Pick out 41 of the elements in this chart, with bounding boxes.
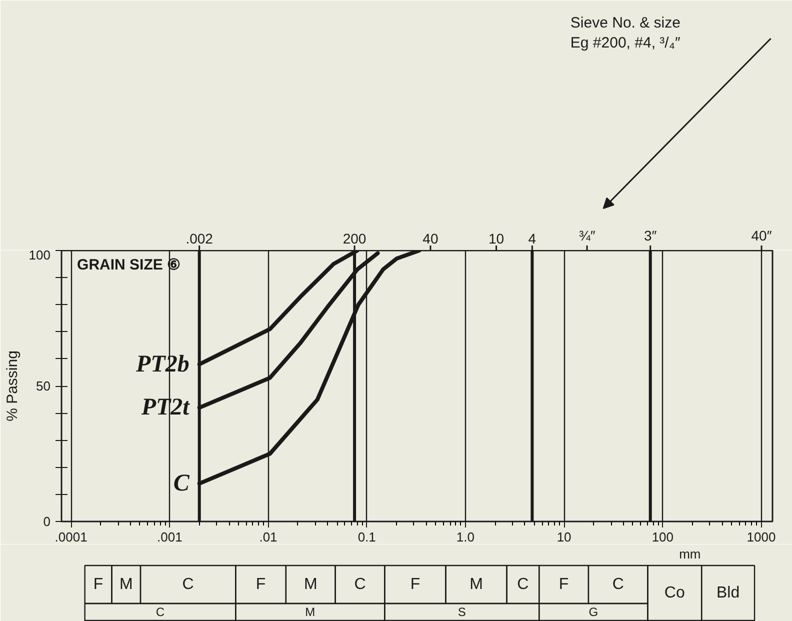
text: C [517,576,529,593]
text: F [256,576,266,593]
text: 40″ [751,228,772,244]
text: Eg #200, #4, ³/₄″ [570,34,681,52]
x-tick-label: 1000 [746,530,776,544]
text: F [410,576,420,593]
text: Bld [716,584,740,602]
text: C [156,605,165,619]
x-axis-title: mm [679,546,701,562]
annotation: .002 [186,230,214,246]
annotation: 4 [528,230,536,246]
text: ¾″ [578,228,596,244]
text: 10 [488,230,504,246]
text: M [304,576,318,593]
x-tick-label: .001 [157,530,182,544]
series-label: C [173,470,190,497]
text: 40 [422,230,438,246]
x-tick-label: 0.1 [358,530,376,544]
x-tick-label: 100 [652,530,674,544]
text: F [558,576,569,593]
text: M [119,576,133,593]
text: F [93,576,104,593]
x-tick-label: .0001 [54,530,88,544]
x-tick-label: 1.0 [456,530,475,544]
text: M [470,576,483,593]
x-tick-label: .01 [259,530,278,544]
text: C [612,576,624,593]
y-tick-label: 50 [36,378,51,394]
annotation: 200 [342,230,366,246]
y-tick-label: 0 [43,514,51,529]
y-tick-label: 100 [28,248,51,262]
text: M [305,605,316,619]
text: Sieve No. & size [570,14,680,32]
y-axis-title: % Passing [4,350,21,422]
text: S [458,605,466,619]
text: C [354,576,366,593]
x-tick-label: 10 [556,530,572,544]
text: C [182,576,194,593]
text: Co [664,584,685,602]
annotation: 3″ [644,228,657,244]
text: G [588,605,598,619]
